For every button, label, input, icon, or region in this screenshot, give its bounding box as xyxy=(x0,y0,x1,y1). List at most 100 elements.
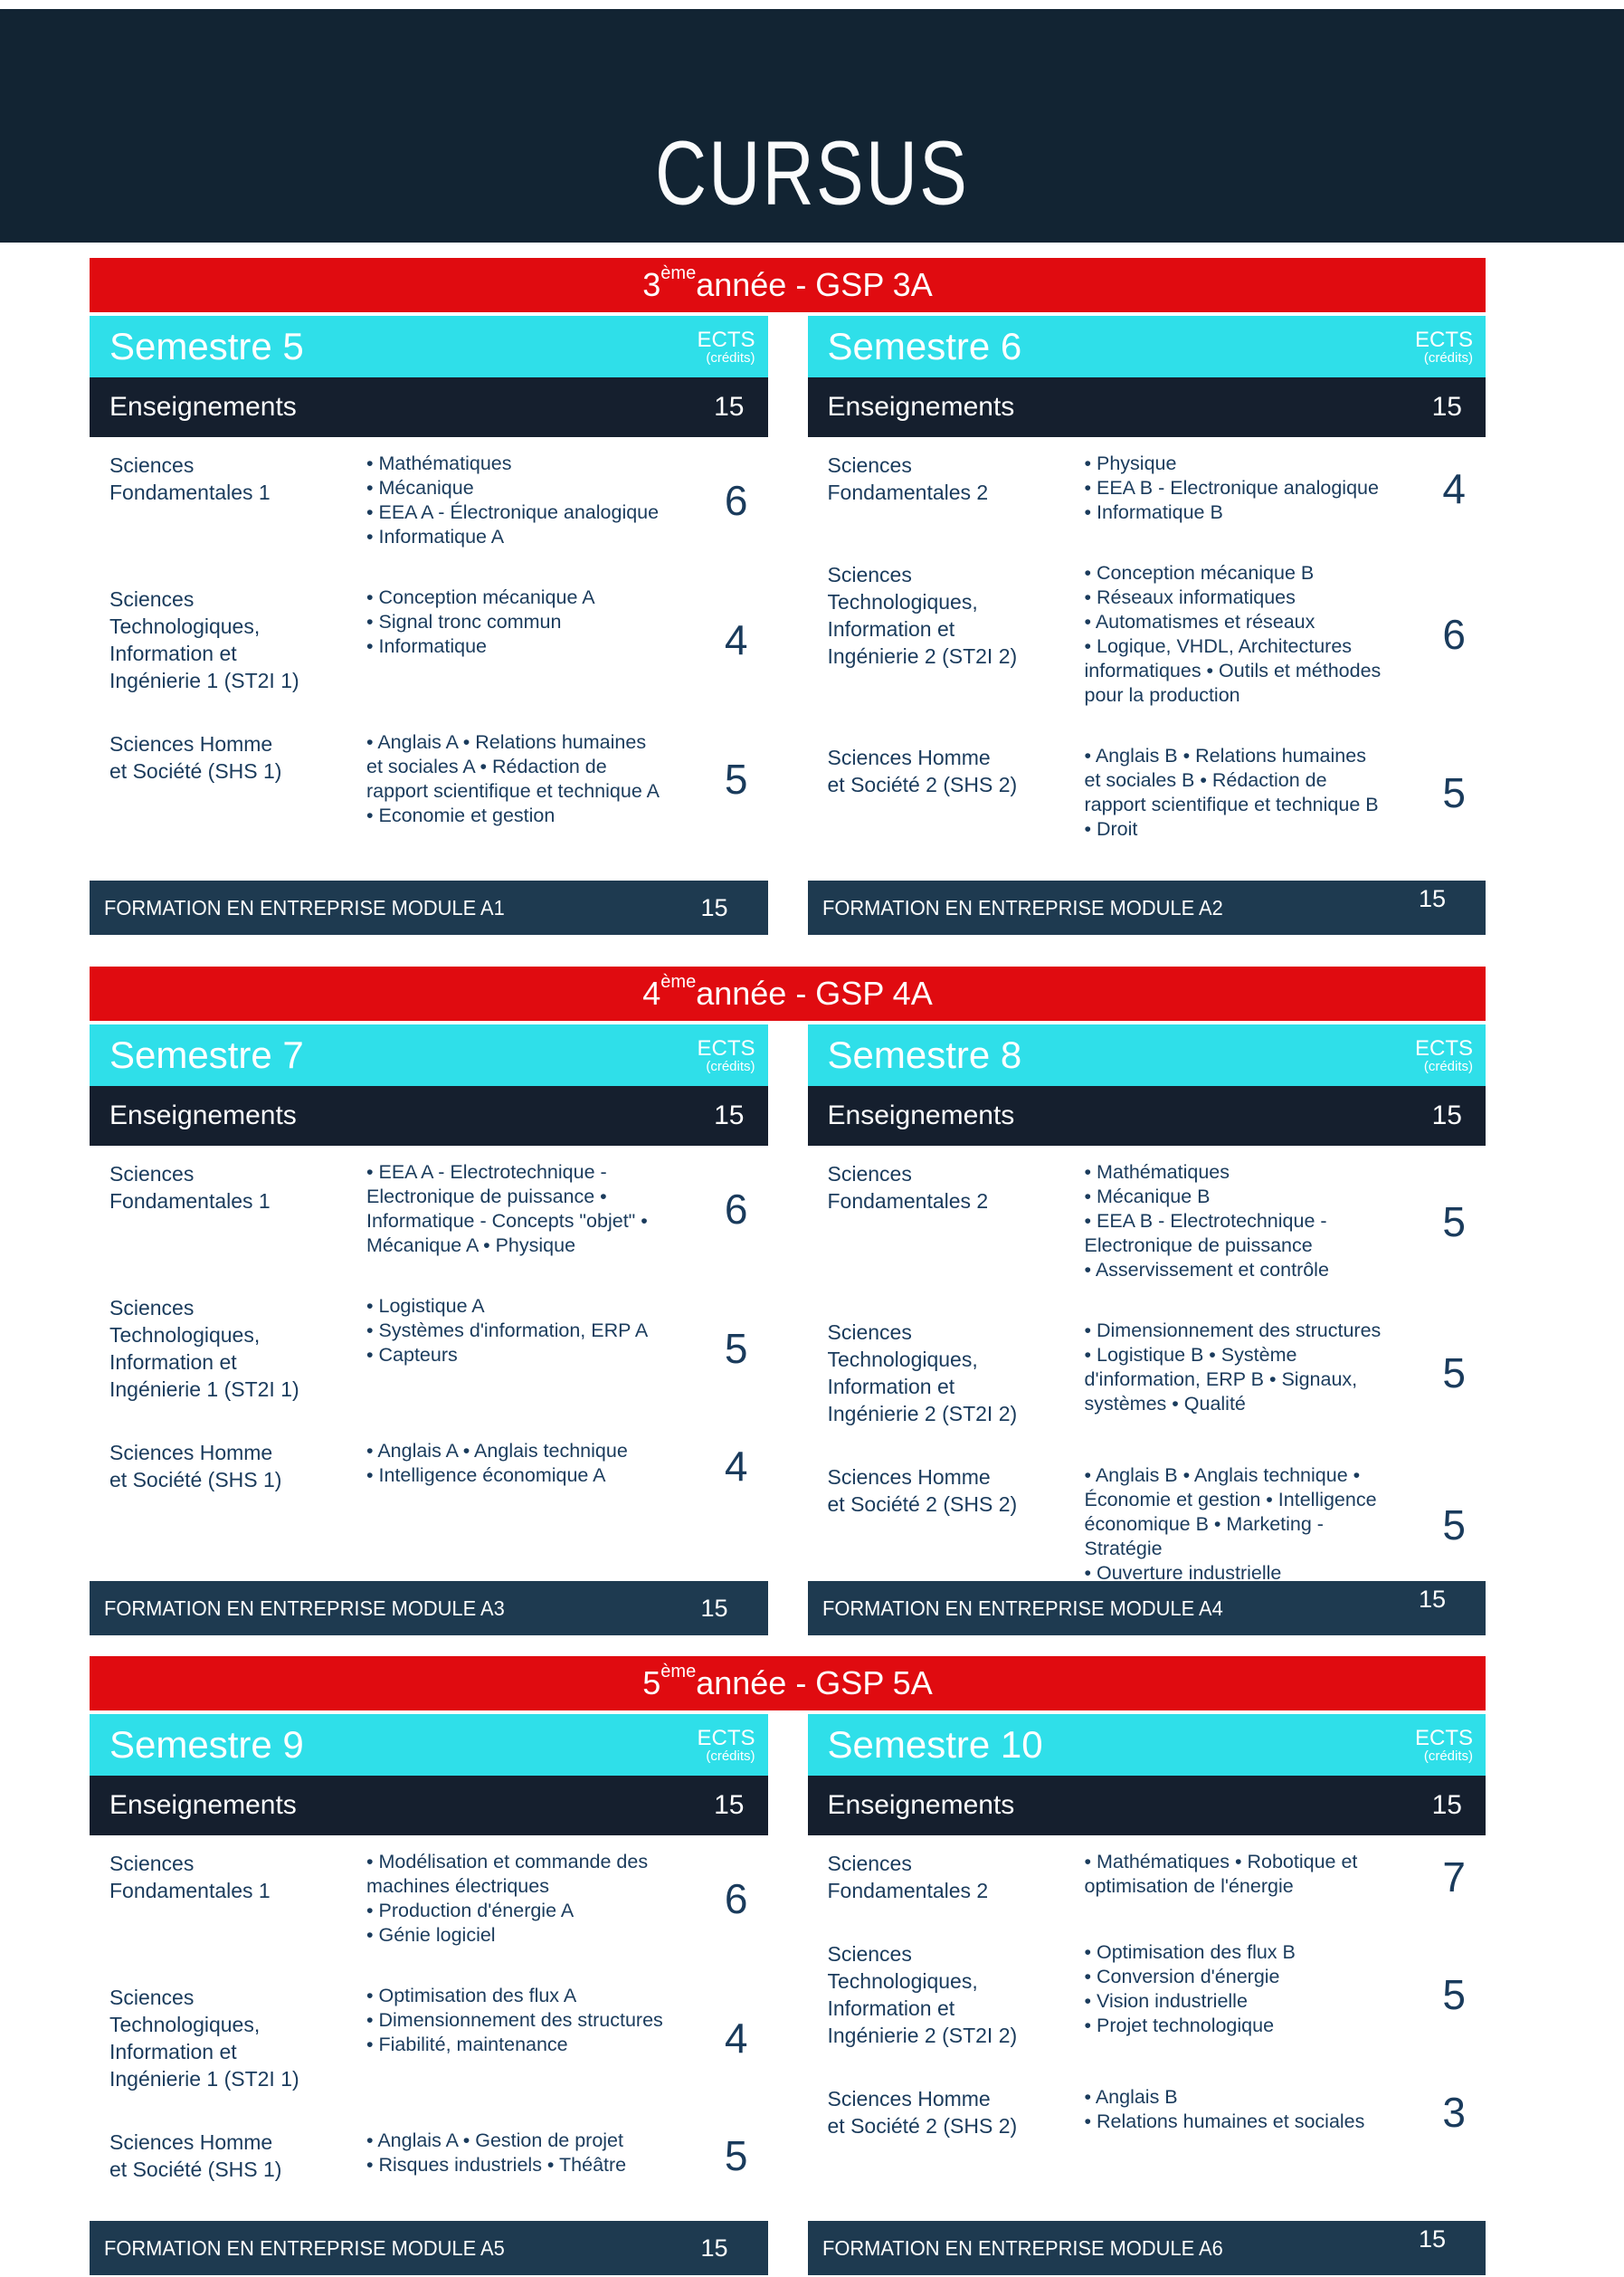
module-bar: FORMATION EN ENTREPRISE MODULE A3 15 xyxy=(90,1581,768,1635)
course-item: • Anglais B • Relations humaines et soci… xyxy=(1084,745,1379,840)
course-list: • Conception mécanique B • Réseaux inform… xyxy=(1085,561,1383,708)
course-item: • Physique xyxy=(1084,453,1177,474)
course-row: Sciences Fondamentales 1 • Mathématiques… xyxy=(90,452,768,549)
course-list: • Conception mécanique A • Signal tronc c… xyxy=(366,586,665,694)
course-item: • Logique, VHDL, Architectures informati… xyxy=(1084,635,1382,706)
course-ects: 3 xyxy=(1442,2089,1466,2136)
course-list: • Anglais B • Anglais technique • Économ… xyxy=(1085,1463,1383,1586)
course-row: Sciences Homme et Société (SHS 1) • Angl… xyxy=(90,1439,768,1493)
semester-columns: Semestre 5 ECTS (crédits) Enseignements … xyxy=(90,316,1486,935)
course-item: • Vision industrielle xyxy=(1084,1990,1248,2012)
course-item: • Conception mécanique A xyxy=(366,586,595,608)
year-banner: 5 ème année - GSP 5A xyxy=(90,1656,1486,1710)
course-row: Sciences Technologiques, Information et … xyxy=(808,561,1486,708)
course-list: • Optimisation des flux A • Dimensionneme… xyxy=(366,1984,665,2092)
ects-label: ECTS xyxy=(1414,327,1473,352)
enseignements-row: Enseignements 15 xyxy=(807,377,1486,437)
year-banner-superscript: ème xyxy=(660,972,697,992)
enseignements-row: Enseignements 15 xyxy=(90,1776,768,1835)
course-ects: 5 xyxy=(724,2132,748,2179)
course-rows: Sciences Fondamentales 2 • Physique • EEA… xyxy=(808,437,1486,881)
module-ects: 15 xyxy=(1418,2225,1446,2253)
course-item: • Mathématiques xyxy=(366,453,512,474)
enseignements-row: Enseignements 15 xyxy=(90,1086,768,1146)
ects-header: ECTS (crédits) xyxy=(697,327,755,366)
course-category: Sciences Homme et Société (SHS 1) xyxy=(109,732,282,783)
course-row: Sciences Homme et Société 2 (SHS 2) • An… xyxy=(808,744,1486,842)
course-row: Sciences Technologiques, Information et … xyxy=(90,1294,768,1403)
course-item: • Risques industriels • Théâtre xyxy=(366,2154,627,2176)
course-rows: Sciences Fondamentales 2 • Mathématiques… xyxy=(808,1146,1486,1584)
year-block-3a: 3 ème année - GSP 3A Semestre 5 ECTS (cré… xyxy=(90,258,1486,935)
course-item: • Anglais B xyxy=(1084,2086,1178,2108)
year-banner-text: année - GSP 5A xyxy=(696,1664,933,1701)
enseignements-label: Enseignements xyxy=(109,392,297,422)
module-label: FORMATION EN ENTREPRISE MODULE A1 xyxy=(104,895,505,919)
course-item: • Mécanique xyxy=(366,477,474,499)
semester-title: Semestre 7 xyxy=(109,1034,304,1076)
course-ects: 4 xyxy=(724,1443,748,1490)
course-list: • EEA A - Electrotechnique - Electroniqu… xyxy=(366,1160,665,1258)
course-item: • Relations humaines et sociales xyxy=(1084,2110,1365,2132)
year-block-5a: 5 ème année - GSP 5A Semestre 9 ECTS (cré… xyxy=(90,1656,1486,2275)
module-label: FORMATION EN ENTREPRISE MODULE A3 xyxy=(104,1596,505,1620)
semester-header: Semestre 9 ECTS (crédits) xyxy=(90,1714,768,1776)
semester-columns: Semestre 9 ECTS (crédits) Enseignements … xyxy=(90,1714,1486,2275)
course-row: Sciences Technologiques, Information et … xyxy=(808,1940,1486,2049)
course-item: • Conception mécanique B xyxy=(1084,562,1315,584)
semester-title: Semestre 8 xyxy=(827,1034,1022,1076)
course-row: Sciences Fondamentales 2 • Physique • EEA… xyxy=(808,452,1486,525)
course-category: Sciences Fondamentales 2 xyxy=(827,1852,989,1902)
course-category: Sciences Fondamentales 1 xyxy=(109,453,271,504)
course-ects: 5 xyxy=(1442,1971,1466,2018)
enseignements-ects: 15 xyxy=(714,1790,745,1820)
page-title: CURSUS xyxy=(654,122,970,224)
semester-title: Semestre 5 xyxy=(109,325,304,367)
course-list: • Logistique A • Systèmes d'information, … xyxy=(366,1294,665,1403)
course-item: • Fiabilité, maintenance xyxy=(366,2034,568,2055)
semester-panel-9: Semestre 9 ECTS (crédits) Enseignements … xyxy=(90,1714,768,2275)
year-banner-number: 5 xyxy=(642,1664,661,1701)
enseignements-ects: 15 xyxy=(1431,1100,1462,1130)
course-item: • Informatique B xyxy=(1084,501,1223,523)
module-bar: FORMATION EN ENTREPRISE MODULE A5 15 xyxy=(90,2221,768,2275)
course-row: Sciences Technologiques, Information et … xyxy=(90,1984,768,2092)
course-category: Sciences Technologiques, Information et … xyxy=(827,1942,1018,2047)
course-category: Sciences Technologiques, Information et … xyxy=(109,1986,299,2091)
module-ects: 15 xyxy=(1418,1585,1446,1613)
course-ects: 5 xyxy=(1442,1501,1466,1548)
semester-panel-8: Semestre 8 ECTS (crédits) Enseignements … xyxy=(807,1024,1486,1635)
semester-header: Semestre 7 ECTS (crédits) xyxy=(90,1024,768,1086)
course-item: • Anglais A • Relations humaines et soci… xyxy=(366,731,659,826)
year-banner-superscript: ème xyxy=(660,263,697,283)
enseignements-label: Enseignements xyxy=(109,1100,297,1130)
course-item: • EEA A - Electrotechnique - Electroniqu… xyxy=(366,1161,648,1256)
ects-header: ECTS (crédits) xyxy=(697,1036,755,1074)
semester-header: Semestre 10 ECTS (crédits) xyxy=(807,1714,1486,1776)
enseignements-ects: 15 xyxy=(714,1100,745,1130)
semester-columns: Semestre 7 ECTS (crédits) Enseignements … xyxy=(90,1024,1486,1635)
course-category: Sciences Technologiques, Information et … xyxy=(827,1320,1018,1425)
year-banner-superscript: ème xyxy=(660,1662,697,1682)
course-row: Sciences Homme et Société 2 (SHS 2) • An… xyxy=(808,1463,1486,1586)
page-header: CURSUS xyxy=(0,9,1624,243)
course-item: • Informatique A xyxy=(366,526,505,548)
semester-header: Semestre 8 ECTS (crédits) xyxy=(807,1024,1486,1086)
course-item: • Dimensionnement des structures xyxy=(366,2009,663,2031)
ects-header: ECTS (crédits) xyxy=(1415,1726,1473,1764)
course-item: • EEA B - Electrotechnique - Electroniqu… xyxy=(1084,1210,1327,1256)
course-category: Sciences Fondamentales 1 xyxy=(109,1852,271,1902)
course-category: Sciences Technologiques, Information et … xyxy=(109,587,299,692)
semester-panel-5: Semestre 5 ECTS (crédits) Enseignements … xyxy=(90,316,768,935)
ects-label: ECTS xyxy=(697,327,755,352)
course-item: • Optimisation des flux A xyxy=(366,1985,577,2006)
course-item: • Modélisation et commande des machines … xyxy=(366,1851,649,1897)
module-bar: FORMATION EN ENTREPRISE MODULE A1 15 xyxy=(90,881,768,935)
course-rows: Sciences Fondamentales 1 • Modélisation … xyxy=(90,1835,768,2221)
course-row: Sciences Fondamentales 2 • Mathématiques… xyxy=(808,1850,1486,1904)
semester-title: Semestre 10 xyxy=(827,1723,1043,1766)
module-bar: FORMATION EN ENTREPRISE MODULE A2 15 xyxy=(807,881,1486,935)
course-category: Sciences Technologiques, Information et … xyxy=(109,1296,299,1401)
ects-label: ECTS xyxy=(1414,1035,1473,1061)
